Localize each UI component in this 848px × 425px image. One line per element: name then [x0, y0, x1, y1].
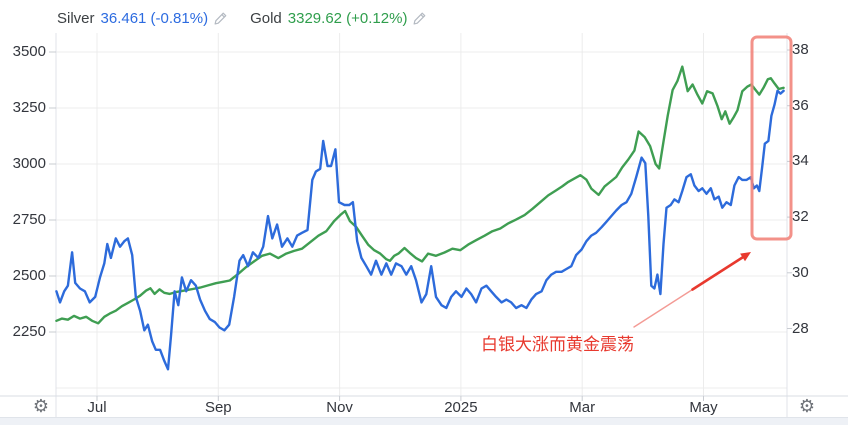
annotation-arrow	[740, 252, 751, 262]
legend-gold-label: Gold	[250, 9, 282, 27]
time-axis-label: 2025	[444, 399, 478, 416]
series-line-silver	[55, 89, 785, 371]
gold-axis-label: 3500	[12, 43, 46, 60]
horizontal-scrollbar[interactable]	[0, 417, 848, 425]
legend-gold-value: 3329.62 (+0.12%)	[287, 9, 408, 27]
silver-axis-label: 32	[792, 208, 809, 226]
settings-left-icon[interactable]: ⚙	[32, 396, 50, 416]
legend: Silver 36.461 (-0.81%) Gold 3329.62 (+0.…	[57, 8, 449, 28]
gold-axis-label: 2250	[12, 323, 46, 340]
silver-axis-label: 34	[792, 152, 809, 170]
silver-axis-label: 30	[792, 263, 809, 281]
gold-axis-label: 2500	[12, 267, 46, 284]
time-axis-label: Nov	[326, 399, 353, 416]
gold-axis-label: 2750	[12, 211, 46, 228]
time-axis-label: Jul	[87, 399, 107, 416]
silver-axis-label: 38	[792, 41, 809, 58]
time-axis-label: Sep	[204, 399, 232, 416]
time-axis-label: May	[689, 399, 718, 416]
time-axis[interactable]: Jul Sep Nov 2025 Mar May	[0, 396, 848, 417]
legend-silver-value: 36.461 (-0.81%)	[100, 9, 209, 27]
edit-silver-icon[interactable]	[213, 11, 228, 26]
settings-right-icon[interactable]: ⚙	[798, 396, 816, 416]
time-axis-label: Mar	[569, 399, 596, 416]
silver-axis-label: 36	[792, 96, 809, 114]
highlight-box	[750, 35, 793, 241]
legend-silver-label: Silver	[57, 9, 95, 27]
series-line-gold	[55, 65, 785, 325]
edit-gold-icon[interactable]	[412, 11, 427, 26]
silver-axis-label: 28	[792, 319, 809, 337]
gold-axis-label: 3000	[12, 155, 46, 172]
annotation-text: 白银大涨而黄金震荡	[481, 335, 634, 354]
gold-axis-label: 3250	[12, 99, 46, 116]
